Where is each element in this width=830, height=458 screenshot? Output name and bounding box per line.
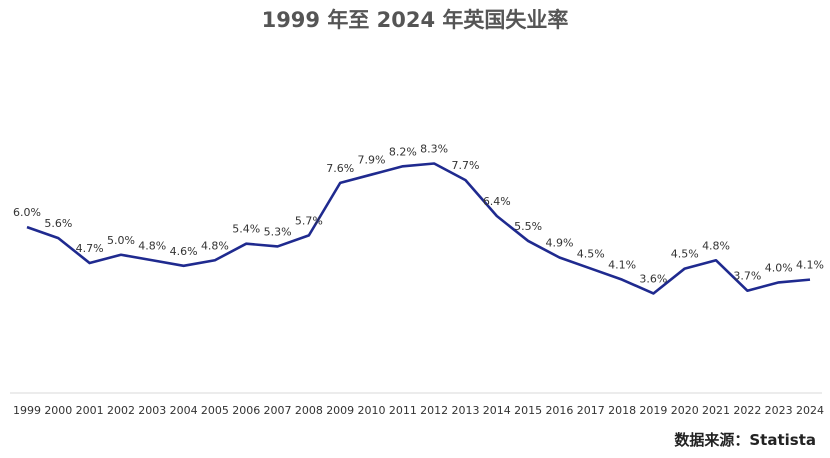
source-note: 数据来源：Statista bbox=[674, 431, 816, 449]
x-tick-label: 2019 bbox=[639, 404, 667, 417]
x-tick-label: 2006 bbox=[232, 404, 260, 417]
data-label: 4.5% bbox=[671, 248, 699, 261]
data-label: 5.5% bbox=[514, 220, 542, 233]
data-label: 4.1% bbox=[608, 259, 636, 272]
x-tick-label: 2010 bbox=[358, 404, 386, 417]
data-label: 4.6% bbox=[170, 245, 198, 258]
data-label: 4.1% bbox=[796, 259, 824, 272]
data-label: 6.4% bbox=[483, 195, 511, 208]
x-tick-label: 1999 bbox=[13, 404, 41, 417]
data-labels: 6.0%5.6%4.7%5.0% 4.8% 4.6% 4.8%5.4% 5.3%5.7%… bbox=[13, 143, 824, 286]
x-tick-label: 2003 bbox=[138, 404, 166, 417]
x-tick-label: 2012 bbox=[420, 404, 448, 417]
chart-title: 1999 年至 2024 年英国失业率 bbox=[261, 8, 569, 32]
data-label: 4.8% bbox=[138, 239, 166, 252]
data-label: 5.4% bbox=[232, 223, 260, 236]
data-label: 7.6% bbox=[326, 162, 354, 175]
x-tick-label: 2016 bbox=[545, 404, 573, 417]
x-tick-label: 2009 bbox=[326, 404, 354, 417]
x-tick-label: 2008 bbox=[295, 404, 323, 417]
x-tick-label: 2022 bbox=[733, 404, 761, 417]
x-tick-label: 2021 bbox=[702, 404, 730, 417]
data-label: 3.7% bbox=[733, 270, 761, 283]
x-tick-label: 2007 bbox=[264, 404, 292, 417]
x-tick-label: 2018 bbox=[608, 404, 636, 417]
x-tick-label: 2001 bbox=[76, 404, 104, 417]
x-tick-labels: 1999 2000 2001 2002 2003 2004 2005 2006 2007 2008… bbox=[13, 404, 824, 417]
data-label: 5.7% bbox=[295, 214, 323, 227]
x-tick-label: 2013 bbox=[451, 404, 479, 417]
x-tick-label: 2005 bbox=[201, 404, 229, 417]
data-label: 3.6% bbox=[639, 272, 667, 285]
x-tick-label: 2024 bbox=[796, 404, 824, 417]
data-label: 4.8% bbox=[702, 239, 730, 252]
data-label: 5.3% bbox=[264, 225, 292, 238]
data-label: 8.3% bbox=[420, 143, 448, 156]
x-tick-label: 2014 bbox=[483, 404, 511, 417]
x-tick-label: 2023 bbox=[765, 404, 793, 417]
data-label: 7.9% bbox=[358, 154, 386, 167]
data-label: 4.5% bbox=[577, 248, 605, 261]
x-tick-label: 2020 bbox=[671, 404, 699, 417]
data-label: 6.0% bbox=[13, 206, 41, 219]
x-tick-label: 2002 bbox=[107, 404, 135, 417]
x-tick-label: 2011 bbox=[389, 404, 417, 417]
x-tick-label: 2004 bbox=[170, 404, 198, 417]
data-label: 4.8% bbox=[201, 239, 229, 252]
series-line bbox=[26, 162, 811, 295]
data-label: 7.7% bbox=[452, 159, 480, 172]
data-label: 4.0% bbox=[765, 261, 793, 274]
x-tick-label: 2000 bbox=[44, 404, 72, 417]
data-label: 5.6% bbox=[44, 217, 72, 230]
x-tick-label: 2017 bbox=[577, 404, 605, 417]
data-label: 5.0% bbox=[107, 234, 135, 247]
x-tick-label: 2015 bbox=[514, 404, 542, 417]
data-label: 4.7% bbox=[76, 242, 104, 255]
data-label: 4.9% bbox=[545, 237, 573, 250]
data-label: 8.2% bbox=[389, 145, 417, 158]
